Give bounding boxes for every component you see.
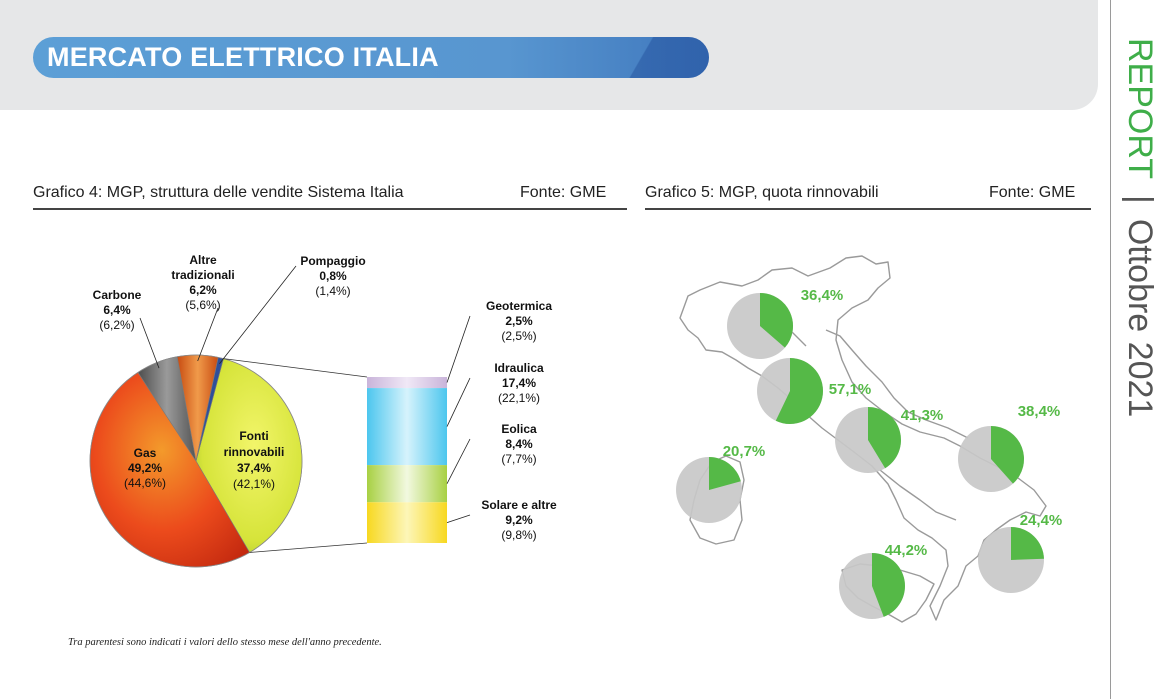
label-line: Carbone	[93, 288, 142, 302]
breakdown-segment-eolica	[367, 465, 447, 503]
breakdown-segment-geotermica	[367, 377, 447, 389]
zone-share-label: 41,3%	[901, 407, 944, 424]
leader-pompaggio	[219, 265, 297, 365]
label-line: (44,6%)	[124, 476, 166, 490]
label-line: 6,4%	[103, 303, 131, 317]
page-title: MERCATO ELETTRICO ITALIA	[47, 42, 439, 72]
breakdown-connector-top	[223, 358, 368, 378]
pie-slices	[89, 354, 303, 568]
label-line: Pompaggio	[300, 254, 365, 268]
zone-pie-renewable-wedge	[868, 407, 901, 469]
breakdown-segment-solare-e-altre	[367, 502, 447, 543]
label-line: (22,1%)	[498, 391, 540, 405]
report-label: REPORT	[1121, 38, 1159, 180]
title-banner: MERCATO ELETTRICO ITALIA	[33, 37, 709, 78]
breakdown-segment-idraulica	[367, 388, 447, 466]
label-line: (5,6%)	[185, 298, 220, 312]
zone-pie-renewable-wedge	[709, 457, 741, 490]
label-line: Eolica	[501, 422, 537, 436]
label-line: (1,4%)	[315, 284, 350, 298]
label-line: Altre	[189, 253, 217, 267]
breakdown-connector-bottom	[249, 542, 368, 553]
zone-share-label: 38,4%	[1018, 403, 1061, 420]
label-line: tradizionali	[171, 268, 234, 282]
label-line: 2,5%	[505, 314, 533, 328]
report-month: Ottobre 2021	[1121, 218, 1159, 418]
sidebar-divider	[1110, 0, 1111, 699]
sidebar-separator: |	[1121, 194, 1159, 204]
zone-pie-renewable-wedge	[991, 426, 1025, 484]
zone-pie-5: 20,7%	[676, 443, 765, 523]
renewables-breakdown-bar	[223, 358, 447, 553]
label-line: 0,8%	[319, 269, 347, 283]
leader-idraulica	[446, 377, 471, 427]
zone-pie-4: 38,4%	[958, 403, 1060, 492]
leader-solare-e-altre	[446, 514, 471, 524]
zone-pies: 36,4% 57,1% 41,3% 38,4% 20,7% 24,4% 44,2%	[676, 287, 1062, 619]
label-line: (7,7%)	[501, 452, 536, 466]
label-line: Gas	[134, 446, 157, 460]
leader-geotermica	[446, 315, 471, 383]
chart5-source: Fonte: GME	[989, 184, 1076, 201]
leader-altre-tradizionali	[197, 307, 219, 362]
label-line: 6,2%	[189, 283, 217, 297]
zone-share-label: 20,7%	[723, 443, 766, 460]
renewables-share-map: 36,4% 57,1% 41,3% 38,4% 20,7% 24,4% 44,2%	[676, 255, 1062, 623]
label-line: (6,2%)	[99, 318, 134, 332]
label-line: 37,4%	[237, 461, 271, 475]
label-line: Idraulica	[494, 361, 544, 375]
zone-share-label: 57,1%	[829, 381, 872, 398]
chart4-source: Fonte: GME	[520, 184, 607, 201]
label-line: 9,2%	[505, 513, 533, 527]
chart4-caption-rule	[33, 208, 627, 210]
zone-pie-7: 44,2%	[839, 542, 927, 619]
footnote: Tra parentesi sono indicati i valori del…	[68, 637, 382, 648]
chart5-caption-rule	[645, 208, 1091, 210]
leader-eolica	[446, 438, 471, 484]
label-line: (9,8%)	[501, 528, 536, 542]
label-line: Solare e altre	[481, 498, 557, 512]
report-sidebar: REPORT | Ottobre 2021	[1120, 38, 1160, 417]
label-fonti-rinnovabili: Fonti rinnovabili 37,4% (42,1%)	[224, 429, 285, 491]
leader-carbone	[139, 317, 160, 369]
zone-pie-renewable-wedge	[872, 553, 905, 617]
chart4-caption: Grafico 4: MGP, struttura delle vendite …	[33, 184, 404, 201]
pie-outline	[89, 354, 303, 568]
label-line: (42,1%)	[233, 477, 275, 491]
label-line: 49,2%	[128, 461, 162, 475]
header-band: MERCATO ELETTRICO ITALIA	[0, 0, 1098, 110]
zone-pie-3: 41,3%	[835, 407, 943, 473]
label-line: Geotermica	[486, 299, 552, 313]
label-line: 17,4%	[502, 376, 536, 390]
zone-pie-1: 36,4%	[727, 287, 843, 359]
zone-pie-renewable-wedge	[775, 358, 823, 424]
zone-pie-2: 57,1%	[757, 358, 871, 424]
label-line: rinnovabili	[224, 445, 285, 459]
zone-pie-renewable-wedge	[760, 293, 794, 348]
zone-share-label: 44,2%	[885, 542, 928, 559]
zone-pie-renewable-wedge	[1011, 527, 1044, 560]
zone-share-label: 36,4%	[801, 287, 844, 304]
label-line: (2,5%)	[501, 329, 536, 343]
label-line: Fonti	[239, 429, 268, 443]
title-banner-accent	[599, 37, 709, 78]
label-line: 8,4%	[505, 437, 533, 451]
zone-share-label: 24,4%	[1020, 512, 1063, 529]
zone-pie-6: 24,4%	[978, 512, 1062, 593]
chart5-caption: Grafico 5: MGP, quota rinnovabili	[645, 184, 879, 201]
